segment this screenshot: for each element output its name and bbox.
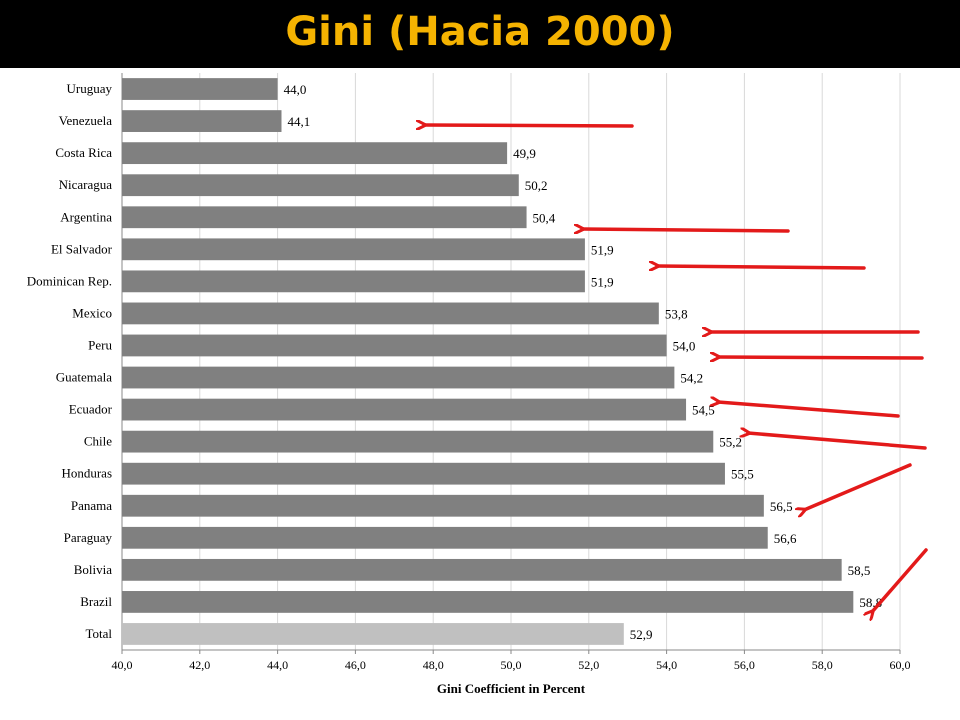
red-arrow-annotation [872,548,928,612]
bar-chile [122,430,714,453]
x-tick-label: 42,0 [189,658,210,672]
category-label: Uruguay [67,81,113,96]
x-tick-label: 46,0 [345,658,366,672]
bar-mexico [122,302,659,325]
red-arrow-annotation [424,125,634,126]
category-label: Peru [88,337,112,352]
category-label: Costa Rica [55,145,112,160]
category-label: Dominican Rep. [27,273,112,288]
x-tick-label: 44,0 [267,658,288,672]
red-arrow-annotation [718,357,924,358]
category-label: Brazil [80,594,112,609]
x-tick-label: 60,0 [890,658,911,672]
category-label: Honduras [61,466,112,481]
bar-argentina [122,206,527,229]
category-label: El Salvador [51,241,113,256]
data-label: 52,9 [630,627,653,642]
bar-venezuela [122,110,282,132]
category-label: Venezuela [59,113,113,128]
bar-panama [122,494,764,517]
data-label: 50,4 [533,210,556,225]
category-label: Ecuador [69,402,113,417]
x-axis-title: Gini Coefficient in Percent [437,681,586,696]
category-label: Total [85,626,112,641]
category-label: Paraguay [64,530,113,545]
category-label: Panama [71,498,112,513]
bar-nicaragua [122,174,519,197]
data-label: 55,5 [731,467,754,482]
bar-costa-rica [122,142,508,165]
red-arrow-annotation [657,266,866,268]
x-tick-label: 52,0 [578,658,599,672]
x-tick-label: 50,0 [501,658,522,672]
data-label: 51,9 [591,274,614,289]
x-tick-label: 40,0 [112,658,133,672]
bar-honduras [122,462,725,485]
bar-uruguay [122,78,278,100]
red-arrow-annotation [748,433,927,450]
bar-el-salvador [122,238,585,261]
x-tick-label: 48,0 [423,658,444,672]
category-label: Guatemala [56,370,113,385]
category-label: Chile [84,434,112,449]
data-label: 56,6 [774,531,797,546]
category-label: Nicaragua [59,177,113,192]
title-bar [0,0,960,68]
bar-peru [122,334,667,357]
bar-total [122,623,624,645]
bar-bolivia [122,558,842,581]
x-tick-label: 58,0 [812,658,833,672]
data-label: 58,5 [848,563,871,578]
bar-dominican-rep- [122,270,585,293]
data-label: 44,1 [287,114,310,129]
category-label: Mexico [72,305,112,320]
x-tick-label: 56,0 [734,658,755,672]
bar-brazil [122,591,854,613]
red-arrow-annotation [582,229,790,231]
data-label: 54,0 [673,338,696,353]
data-label: 54,5 [692,403,715,418]
data-label: 44,0 [284,82,307,97]
data-label: 55,2 [719,435,742,450]
data-label: 50,2 [525,178,548,193]
bar-guatemala [122,366,675,389]
red-arrow-annotation [804,463,912,510]
category-label: Argentina [60,209,112,224]
data-label: 51,9 [591,242,614,257]
bar-paraguay [122,526,768,549]
x-tick-label: 54,0 [656,658,677,672]
category-label: Bolivia [74,562,113,577]
data-label: 49,9 [513,146,536,161]
data-label: 53,8 [665,306,688,321]
data-label: 54,2 [680,371,703,386]
data-label: 56,5 [770,499,793,514]
red-arrow-annotation [718,402,900,418]
slide-title: Gini (Hacia 2000) [285,9,675,55]
bar-ecuador [122,398,687,421]
